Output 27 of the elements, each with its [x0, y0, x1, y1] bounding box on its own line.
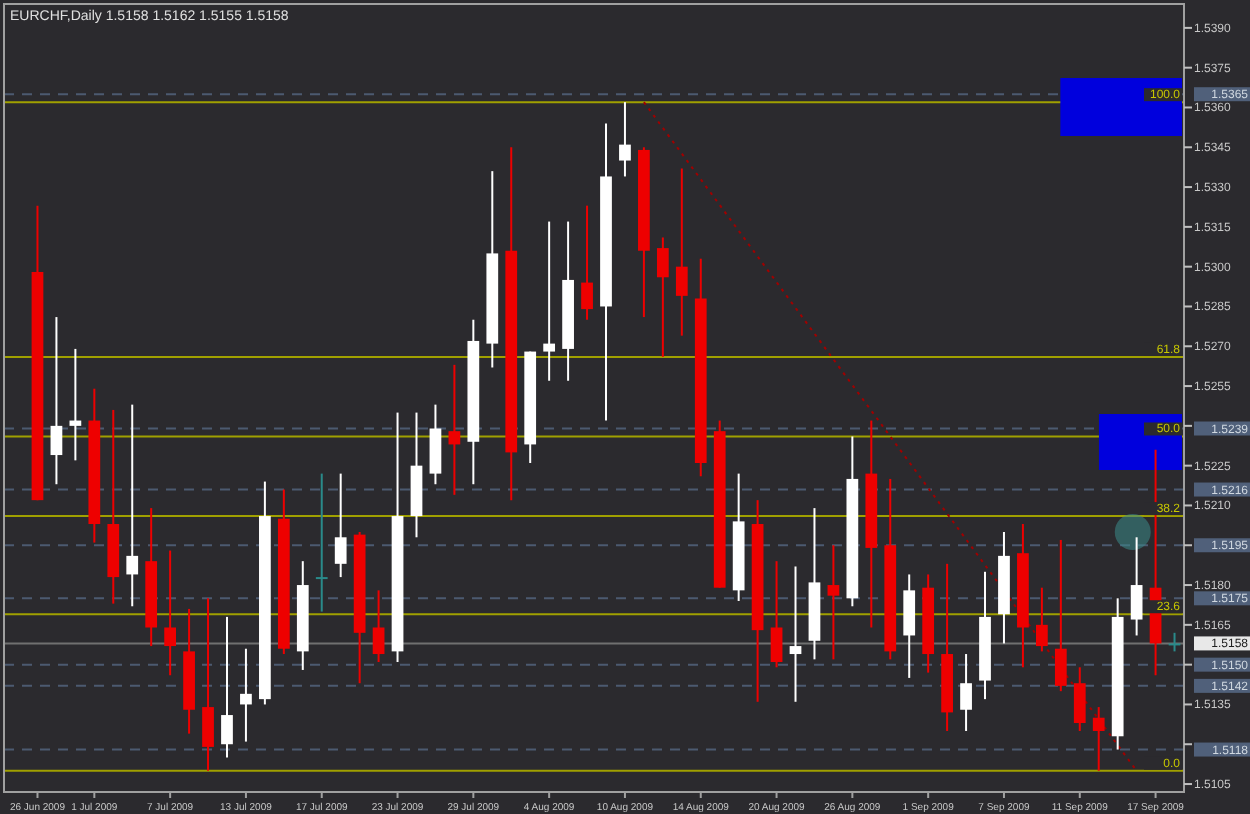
candlestick	[656, 236, 669, 358]
candlestick	[50, 316, 63, 486]
candlestick	[827, 544, 840, 661]
candlestick	[789, 565, 802, 703]
candlestick	[1035, 586, 1048, 653]
candlestick	[1168, 631, 1181, 653]
candlestick	[315, 472, 328, 613]
candlestick	[619, 101, 631, 178]
candlestick	[581, 204, 593, 321]
candlestick	[429, 403, 442, 486]
candlestick	[675, 167, 688, 337]
candlestick	[1130, 536, 1143, 637]
candlestick	[126, 403, 139, 608]
candlestick	[1073, 666, 1086, 732]
candlestick	[334, 472, 347, 579]
candlestick	[202, 597, 214, 772]
candlestick	[960, 653, 972, 732]
candlestick	[903, 573, 916, 679]
candlestick	[448, 363, 461, 496]
candlestick	[240, 647, 252, 743]
candlestick	[164, 549, 177, 677]
candlestick	[543, 220, 556, 382]
candlestick	[1092, 706, 1105, 772]
candlestick	[372, 589, 385, 663]
candlestick	[770, 560, 783, 669]
candlestick	[221, 615, 233, 759]
candlestick	[1054, 538, 1067, 693]
